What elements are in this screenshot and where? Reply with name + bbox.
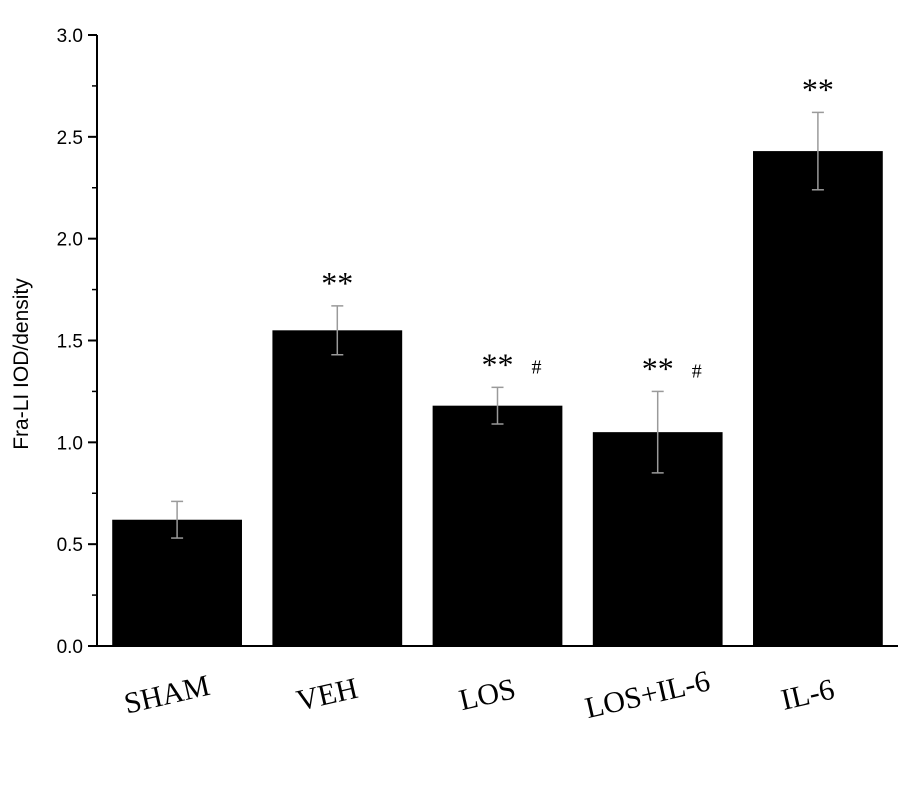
y-tick-label: 2.5 bbox=[57, 128, 83, 149]
significance-label: ** bbox=[642, 350, 674, 386]
significance-hash: # bbox=[532, 356, 542, 378]
significance-label: ** bbox=[482, 346, 514, 382]
x-tick-label: LOS bbox=[456, 672, 519, 717]
x-tick-label: IL-6 bbox=[778, 673, 837, 717]
bars bbox=[112, 111, 883, 646]
x-tick-label: SHAM bbox=[121, 669, 213, 721]
significance-hash: # bbox=[692, 360, 702, 382]
bar-sham bbox=[112, 519, 242, 646]
y-tick-label: 0.5 bbox=[57, 535, 83, 556]
x-tick-label: VEH bbox=[293, 672, 360, 718]
bar-veh bbox=[272, 330, 403, 646]
significance-label: ** bbox=[321, 265, 353, 301]
x-tick-label: LOS+IL-6 bbox=[582, 664, 713, 725]
y-tick-label: 2.0 bbox=[57, 230, 83, 251]
bar-il-6 bbox=[753, 151, 883, 646]
y-tick-label: 1.5 bbox=[57, 332, 83, 353]
y-tick-label: 1.0 bbox=[57, 433, 83, 454]
y-axis-title: Fra-LI IOD/density bbox=[10, 278, 33, 450]
significance-label: ** bbox=[802, 71, 834, 107]
bar-los bbox=[432, 405, 563, 646]
y-tick-label: 0.0 bbox=[57, 637, 83, 658]
y-tick-label: 3.0 bbox=[57, 26, 83, 47]
